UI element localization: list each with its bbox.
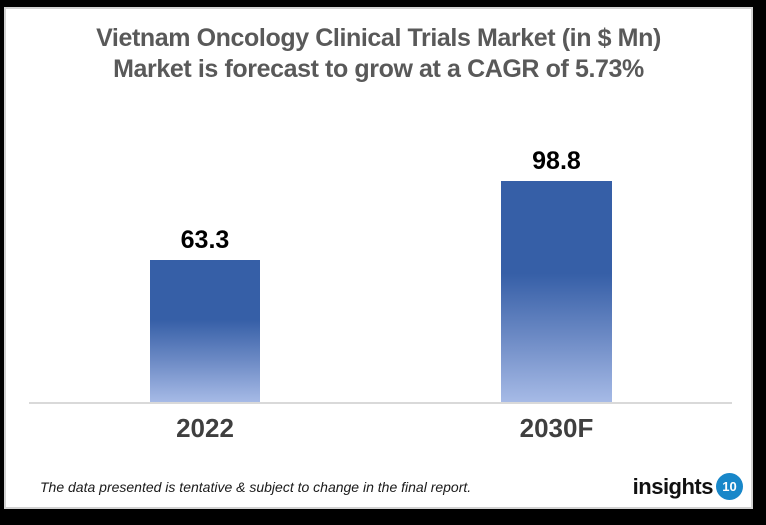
footer-disclaimer: The data presented is tentative & subjec… — [40, 479, 472, 495]
chart-title-line1: Vietnam Oncology Clinical Trials Market … — [96, 24, 661, 52]
logo-wordmark: insights — [632, 473, 714, 499]
chart-title-line2: Market is forecast to grow at a CAGR of … — [113, 55, 644, 83]
bar-value-label: 98.8 — [532, 147, 581, 175]
bar-value-label: 63.3 — [180, 226, 230, 254]
bar — [150, 260, 260, 402]
x-axis-line — [29, 402, 732, 404]
chart-title: Vietnam Oncology Clinical Trials Market … — [6, 23, 751, 85]
bar-category-label: 2022 — [176, 413, 234, 443]
bar — [501, 181, 612, 402]
chart-card: Vietnam Oncology Clinical Trials Market … — [4, 7, 753, 509]
plot-area: 63.3 2022 98.8 2030F — [6, 9, 751, 507]
logo-badge-circle: 10 — [716, 473, 743, 500]
bar-category-label: 2030F — [519, 413, 594, 443]
insights10-logo: insights 10 — [633, 473, 743, 500]
